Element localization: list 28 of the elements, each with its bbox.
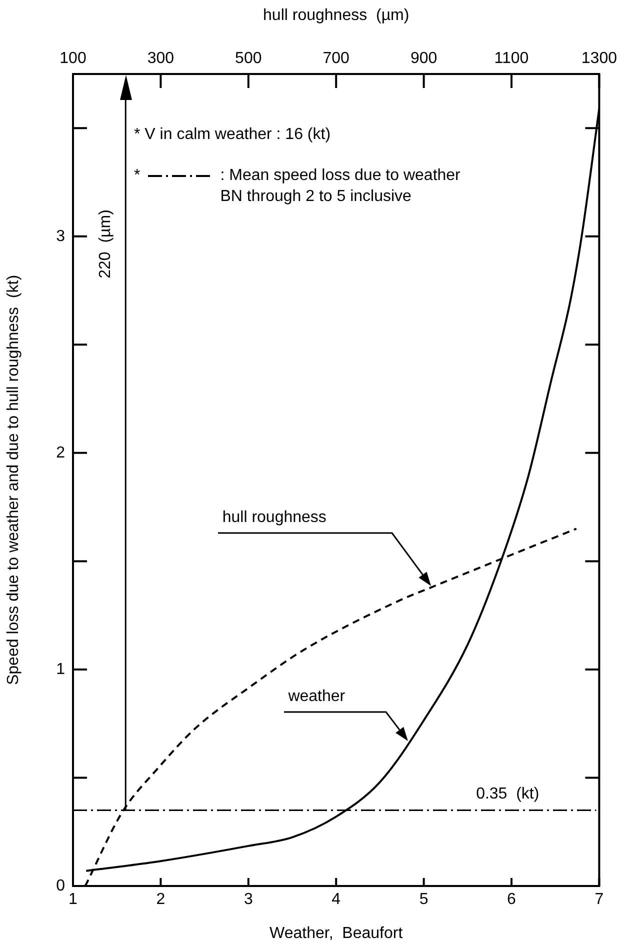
annotation: * V in calm weather : 16 (kt)	[134, 125, 332, 145]
x-tick-label: 3	[244, 891, 253, 908]
x2-axis-title: hull roughness (µm)	[263, 7, 410, 24]
x2-tick-label: 100	[60, 50, 86, 67]
x-tick-label: 1	[68, 891, 78, 908]
x-tick-label: 7	[594, 891, 604, 908]
annotation: hull roughness	[222, 509, 328, 528]
x2-tick-label: 300	[147, 50, 174, 67]
y-axis-title: Speed loss due to weather and due to hull roughness (kt)	[5, 274, 22, 686]
x-tick-label: 5	[419, 891, 428, 908]
ref-line-label: 220 (µm)	[97, 210, 114, 278]
ref-line-label: 0.35 (kt)	[476, 786, 540, 803]
annotation: : Mean speed loss due to weather BN through 2 to 5 inclusive	[220, 166, 460, 207]
x-tick-label: 4	[332, 891, 341, 908]
x2-tick-label: 700	[322, 50, 350, 67]
x-tick-label: 6	[507, 891, 516, 908]
x2-tick-label: 500	[235, 50, 262, 67]
y-tick-label: 0	[56, 877, 66, 894]
x2-tick-label: 1100	[494, 50, 529, 67]
annotation: *	[134, 166, 140, 186]
y-tick-label: 1	[56, 660, 66, 678]
y-tick-label: 2	[56, 444, 66, 462]
annotation: weather	[288, 688, 346, 706]
x-tick-label: 2	[156, 891, 166, 908]
x2-tick-label: 1300	[581, 50, 618, 67]
y-tick-label: 3	[56, 228, 66, 245]
x2-tick-label: 900	[410, 50, 438, 67]
x-axis-title: Weather, Beaufort	[270, 924, 404, 942]
